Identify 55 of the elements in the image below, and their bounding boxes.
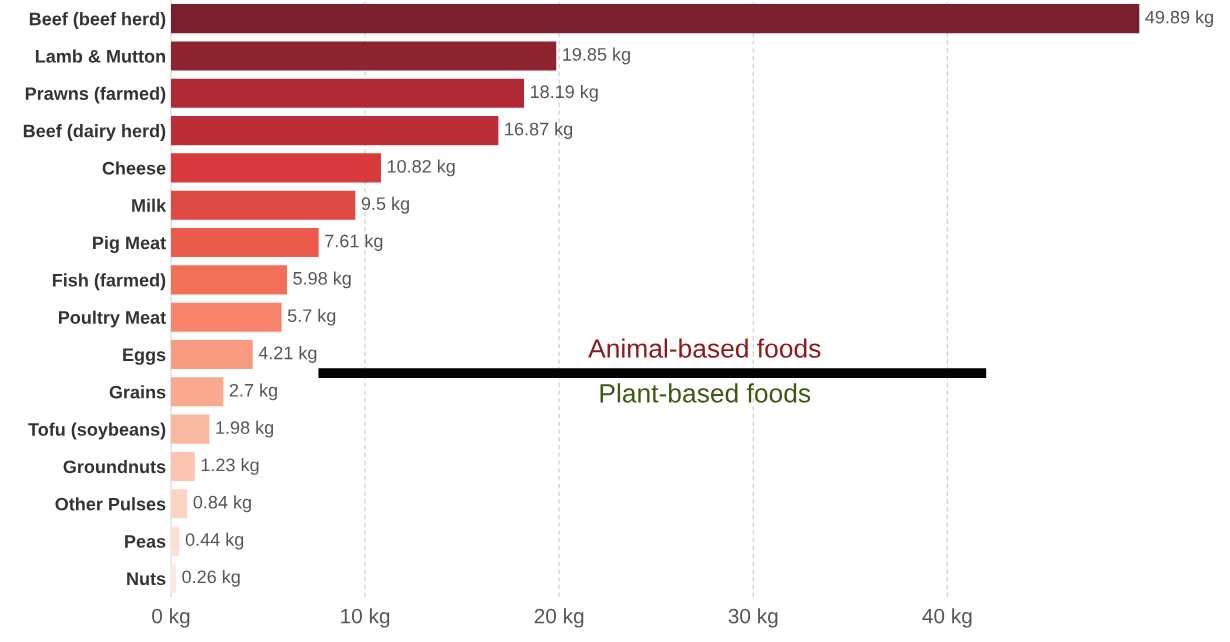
y-tick-label: Nuts — [127, 572, 166, 586]
bar — [170, 414, 210, 444]
x-tick-label: 10 kg — [341, 608, 390, 628]
data-label: 1.23 kg — [201, 458, 259, 475]
data-label: 18.19 kg — [530, 84, 598, 102]
bar — [170, 489, 188, 519]
bar — [170, 153, 381, 183]
data-label: 5.7 kg — [287, 308, 336, 326]
x-tick-label: 20 kg — [534, 608, 584, 628]
y-tick-label: Lamb & Mutton — [35, 49, 165, 63]
x-tick-label: 40 kg — [922, 608, 972, 628]
y-tick-label: Tofu (soybeans) — [28, 422, 166, 440]
data-label: 10.82 kg — [387, 159, 455, 177]
data-label: 16.87 kg — [505, 122, 573, 140]
x-tick-label: 30 kg — [728, 608, 778, 628]
bar — [170, 190, 356, 220]
bar — [170, 451, 195, 482]
data-label: 7.61 kg — [325, 234, 383, 251]
data-label: 0.26 kg — [182, 569, 240, 587]
data-label: 9.5 kg — [361, 196, 409, 214]
y-tick-label: Prawns (farmed) — [25, 86, 166, 104]
data-label: 0.84 kg — [193, 495, 251, 513]
y-tick-label: Milk — [132, 198, 167, 212]
y-tick-label: Fish (farmed) — [52, 273, 166, 291]
y-tick-label: Peas — [125, 535, 166, 548]
bar — [170, 41, 557, 71]
data-label: 0.44 kg — [185, 532, 244, 550]
annotation: Plant-based foods — [600, 383, 811, 403]
bar — [170, 563, 177, 593]
y-tick-label: Beef (beef herd) — [29, 12, 166, 29]
y-tick-label: Other Pulses — [55, 497, 166, 511]
annotation: Animal-based foods — [588, 338, 821, 358]
bar — [170, 339, 253, 370]
y-tick-label: Groundnuts — [63, 459, 166, 474]
bar — [170, 4, 1140, 34]
y-tick-label: Pig Meat — [93, 236, 166, 253]
y-tick-label: Beef (dairy herd) — [23, 124, 166, 141]
data-label: 5.98 kg — [293, 271, 351, 289]
y-tick-label: Eggs — [123, 348, 166, 365]
y-tick-label: Poultry Meat — [58, 310, 166, 328]
bar — [170, 302, 282, 332]
data-label: 2.7 kg — [229, 383, 277, 401]
bar — [170, 526, 180, 556]
x-tick-label: 0 kg — [152, 608, 190, 628]
y-tick-label: Cheese — [102, 161, 166, 175]
bar — [170, 377, 224, 407]
data-label: 49.89 kg — [1145, 10, 1213, 28]
y-tick-label: Grains — [109, 385, 166, 399]
data-label: 1.98 kg — [216, 420, 274, 438]
data-label: 4.21 kg — [258, 346, 317, 363]
bar — [170, 78, 525, 108]
bar — [170, 265, 288, 295]
bar — [170, 228, 319, 258]
bar — [170, 116, 499, 146]
data-label: 19.85 kg — [563, 47, 630, 65]
